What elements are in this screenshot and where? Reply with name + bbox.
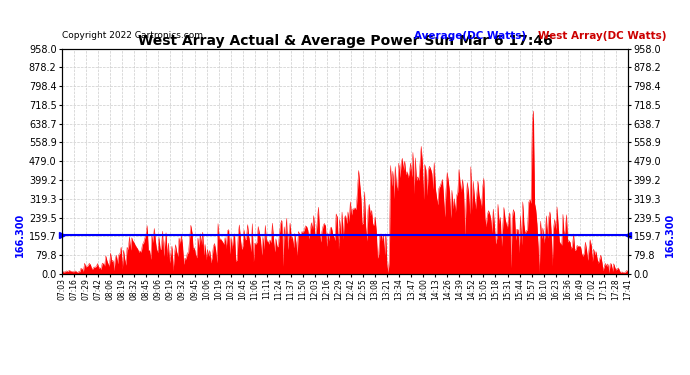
Title: West Array Actual & Average Power Sun Mar 6 17:46: West Array Actual & Average Power Sun Ma… xyxy=(137,34,553,48)
Text: Average(DC Watts): Average(DC Watts) xyxy=(414,31,526,40)
Text: 166.300: 166.300 xyxy=(665,213,676,257)
Text: Copyright 2022 Cartronics.com: Copyright 2022 Cartronics.com xyxy=(62,31,203,40)
Text: 166.300: 166.300 xyxy=(14,213,25,257)
Text: West Array(DC Watts): West Array(DC Watts) xyxy=(538,31,667,40)
